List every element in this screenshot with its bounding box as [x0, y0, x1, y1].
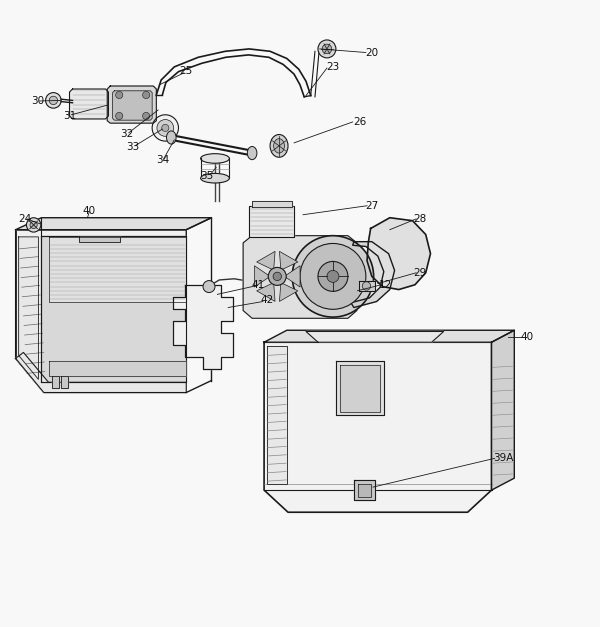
Polygon shape — [16, 229, 186, 393]
Polygon shape — [306, 332, 443, 342]
Text: 23: 23 — [326, 62, 340, 72]
Text: 24: 24 — [18, 214, 31, 224]
Text: 29: 29 — [413, 268, 427, 278]
Text: 40: 40 — [83, 206, 96, 216]
Polygon shape — [284, 266, 300, 287]
Polygon shape — [280, 283, 298, 302]
Circle shape — [162, 124, 169, 132]
Text: 20: 20 — [365, 48, 379, 58]
Polygon shape — [359, 280, 375, 291]
Polygon shape — [336, 361, 384, 415]
Text: 42: 42 — [260, 295, 274, 305]
Ellipse shape — [274, 139, 284, 153]
Circle shape — [327, 270, 339, 282]
Polygon shape — [19, 237, 38, 379]
Circle shape — [300, 243, 366, 309]
Text: 27: 27 — [365, 201, 379, 211]
Circle shape — [318, 261, 348, 292]
Polygon shape — [280, 251, 298, 270]
Text: 32: 32 — [120, 129, 133, 139]
Text: 26: 26 — [353, 117, 367, 127]
Text: 33: 33 — [126, 142, 139, 152]
Polygon shape — [70, 89, 109, 119]
Polygon shape — [113, 91, 152, 120]
Polygon shape — [367, 218, 430, 290]
Polygon shape — [173, 285, 233, 369]
Polygon shape — [79, 236, 121, 241]
Text: 35: 35 — [200, 171, 214, 181]
Polygon shape — [16, 218, 211, 229]
Polygon shape — [49, 361, 186, 376]
Polygon shape — [257, 283, 275, 302]
Polygon shape — [243, 236, 357, 319]
Polygon shape — [252, 201, 292, 207]
Circle shape — [26, 218, 41, 232]
Polygon shape — [267, 347, 287, 484]
Circle shape — [152, 115, 178, 141]
Polygon shape — [491, 330, 514, 490]
Polygon shape — [340, 365, 380, 412]
Ellipse shape — [167, 131, 176, 144]
Ellipse shape — [200, 154, 229, 163]
Circle shape — [292, 236, 374, 317]
Polygon shape — [49, 237, 186, 302]
Polygon shape — [16, 352, 186, 393]
Text: 28: 28 — [413, 214, 427, 224]
Polygon shape — [264, 342, 491, 512]
Circle shape — [273, 272, 281, 280]
Circle shape — [157, 120, 173, 136]
Polygon shape — [52, 376, 59, 388]
Circle shape — [318, 40, 336, 58]
Circle shape — [203, 280, 215, 293]
Circle shape — [116, 112, 123, 120]
Polygon shape — [61, 376, 68, 388]
Circle shape — [49, 96, 58, 105]
Polygon shape — [41, 236, 186, 382]
Text: 31: 31 — [63, 111, 76, 121]
Polygon shape — [351, 241, 395, 307]
Ellipse shape — [270, 135, 288, 157]
Polygon shape — [358, 483, 371, 497]
Polygon shape — [354, 480, 375, 500]
Ellipse shape — [200, 174, 229, 183]
Circle shape — [143, 92, 150, 98]
Text: 39A: 39A — [493, 453, 514, 463]
Text: 25: 25 — [179, 66, 193, 76]
Ellipse shape — [247, 147, 257, 160]
Text: 40: 40 — [521, 332, 534, 342]
Circle shape — [46, 93, 61, 108]
Circle shape — [30, 221, 37, 228]
Polygon shape — [107, 86, 157, 123]
Text: 12: 12 — [379, 280, 392, 290]
Circle shape — [268, 267, 286, 285]
Polygon shape — [249, 206, 294, 237]
Circle shape — [143, 112, 150, 120]
Text: 30: 30 — [31, 96, 44, 106]
Text: 41: 41 — [251, 280, 265, 290]
Circle shape — [362, 282, 371, 290]
Circle shape — [322, 44, 332, 54]
Polygon shape — [264, 330, 514, 342]
Text: 34: 34 — [155, 155, 169, 165]
Circle shape — [116, 92, 123, 98]
Polygon shape — [254, 266, 270, 287]
Polygon shape — [257, 251, 275, 270]
